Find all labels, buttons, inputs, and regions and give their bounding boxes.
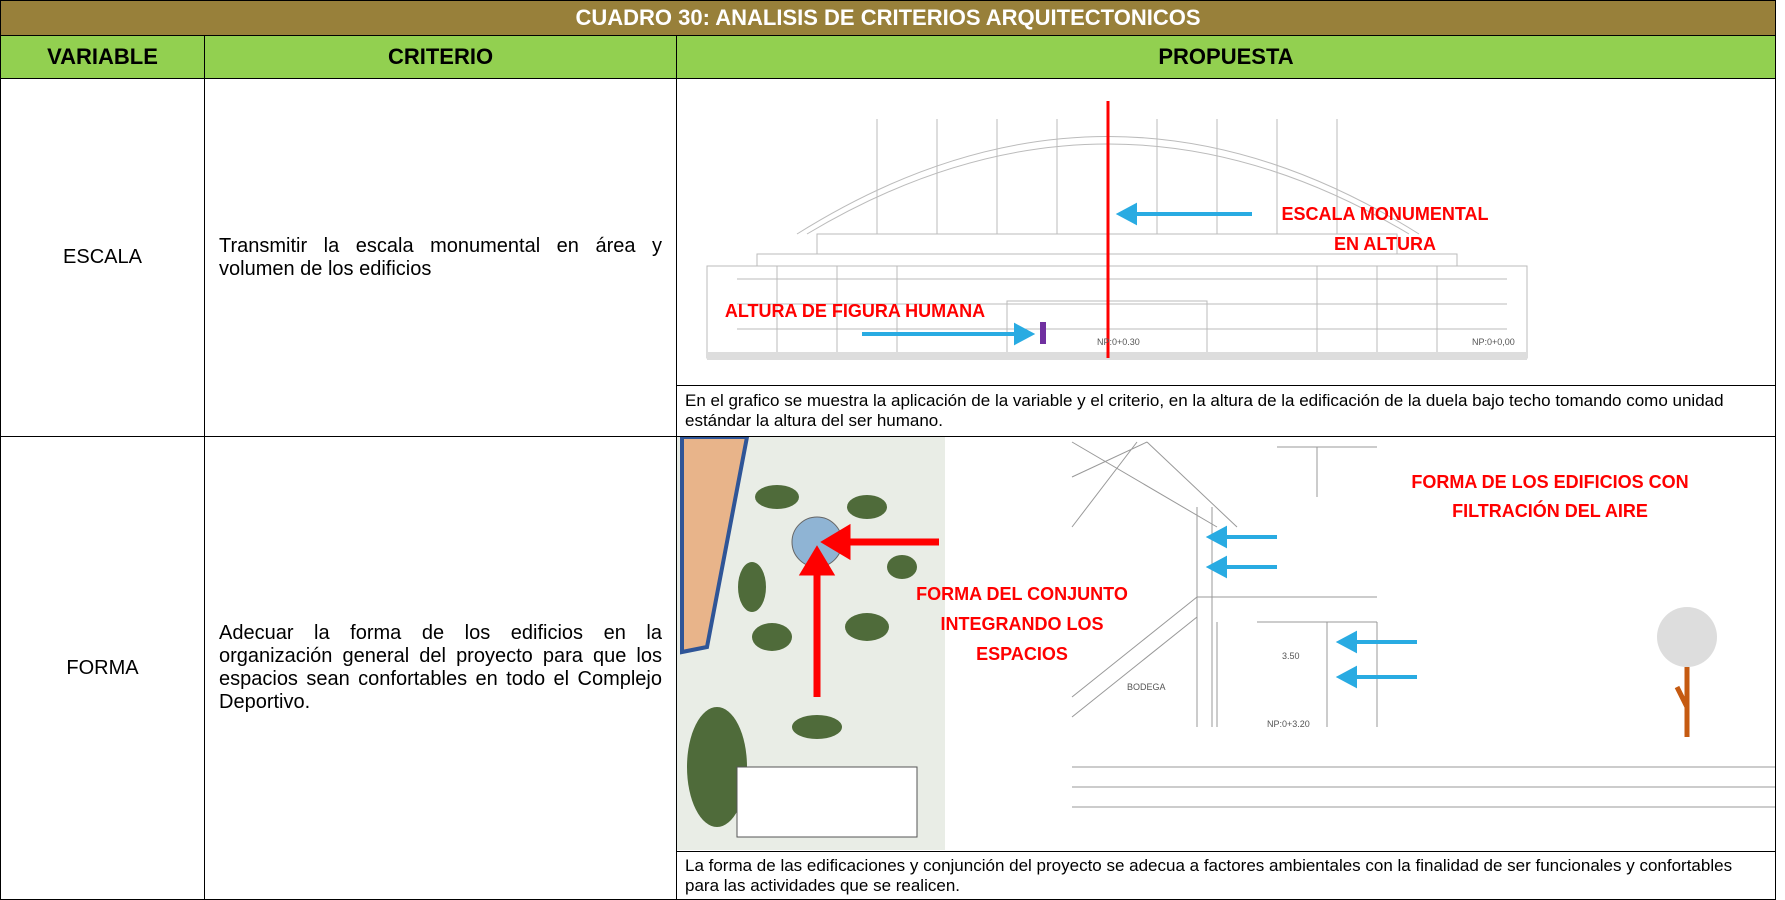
header-cell: PROPUESTA: [676, 35, 1776, 79]
annotation: ESPACIOS: [976, 644, 1068, 664]
plan-and-section-drawing: FORMA DE LOS EDIFICIOS CON FILTRACIÓN DE…: [677, 437, 1775, 850]
annotation: FILTRACIÓN DEL AIRE: [1452, 500, 1648, 521]
criterio-cell: Adecuar la forma de los edificios en la …: [204, 436, 677, 900]
criterio-cell: Transmitir la escala monumental en área …: [204, 78, 677, 437]
variable-cell: FORMA: [0, 436, 205, 900]
header-cell: CRITERIO: [204, 35, 677, 79]
annotation: INTEGRANDO LOS: [940, 614, 1103, 634]
annotation: ALTURA DE FIGURA HUMANA: [725, 301, 985, 321]
drawing-label: 3.50: [1282, 651, 1300, 661]
annotation: EN ALTURA: [1334, 234, 1436, 254]
caption-cell: En el grafico se muestra la aplicación d…: [676, 385, 1776, 437]
annotation: ESCALA MONUMENTAL: [1282, 204, 1489, 224]
caption-cell: La forma de las edificaciones y conjunci…: [676, 851, 1776, 900]
annotation: FORMA DE LOS EDIFICIOS CON: [1411, 472, 1688, 492]
drawing-label: BODEGA: [1127, 682, 1166, 692]
annotation: FORMA DEL CONJUNTO: [916, 584, 1128, 604]
drawing-label: NP:0+0,00: [1472, 337, 1515, 347]
drawing-label: NP:0+0.30: [1097, 337, 1140, 347]
elevation-drawing: ESCALA MONUMENTAL EN ALTURA ALTURA DE FI…: [706, 101, 1528, 360]
header-cell: VARIABLE: [0, 35, 205, 79]
variable-cell: ESCALA: [0, 78, 205, 437]
drawing-label: NP:0+3.20: [1267, 719, 1310, 729]
table-title: CUADRO 30: ANALISIS DE CRITERIOS ARQUITE…: [0, 0, 1776, 36]
